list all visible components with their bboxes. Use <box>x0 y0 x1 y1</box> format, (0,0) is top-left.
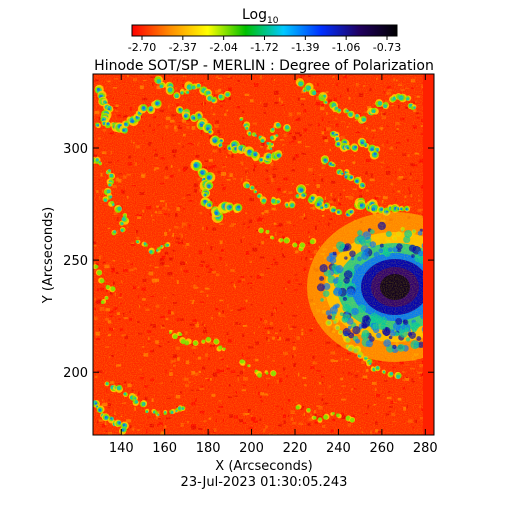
polarization-map <box>93 74 434 435</box>
colorbar-tick-label: -1.72 <box>250 41 278 54</box>
x-axis: 140 160 180 200 220 240 260 280 <box>109 74 438 456</box>
map-right-strip <box>423 74 434 435</box>
y-axis-label: Y (Arcseconds) <box>41 207 56 304</box>
map-grain <box>93 74 434 435</box>
x-tick-label: 280 <box>413 441 438 456</box>
colorbar-tick-label: -2.70 <box>128 41 156 54</box>
x-tick-label: 140 <box>109 441 134 456</box>
colorbar-ticks: -2.70 -2.37 -2.04 -1.72 -1.39 -1.06 -0.73 <box>128 36 401 54</box>
x-tick-label: 260 <box>369 441 394 456</box>
colorbar-label-subscript: 10 <box>267 16 279 26</box>
colorbar-gradient <box>131 24 398 37</box>
x-tick-label: 220 <box>283 441 308 456</box>
colorbar: Log10 -2.70 -2.37 -2.04 -1.72 -1.39 -1.06 -0.7… <box>128 7 401 54</box>
x-axis-label: X (Arcseconds) <box>215 459 312 474</box>
y-tick-label: 200 <box>63 366 88 381</box>
plot-title: Hinode SOT/SP - MERLIN : Degree of Polar… <box>94 58 434 74</box>
colorbar-tick-label: -2.37 <box>169 41 197 54</box>
timestamp: 23-Jul-2023 01:30:05.243 <box>181 475 348 490</box>
x-tick-label: 200 <box>239 441 264 456</box>
colorbar-label: Log10 <box>242 7 279 26</box>
x-tick-label: 160 <box>152 441 177 456</box>
plot-frame <box>92 73 435 436</box>
y-axis: 200 250 300 <box>63 142 434 381</box>
y-tick-label: 250 <box>63 254 88 269</box>
colorbar-tick-label: -1.39 <box>291 41 319 54</box>
colorbar-tick-label: -0.73 <box>373 41 401 54</box>
colorbar-tick-label: -2.04 <box>209 41 237 54</box>
x-tick-label: 240 <box>326 441 351 456</box>
colorbar-label-base: Log <box>242 7 267 23</box>
y-tick-label: 300 <box>63 142 88 157</box>
x-tick-label: 180 <box>196 441 221 456</box>
colorbar-tick-label: -1.06 <box>332 41 360 54</box>
